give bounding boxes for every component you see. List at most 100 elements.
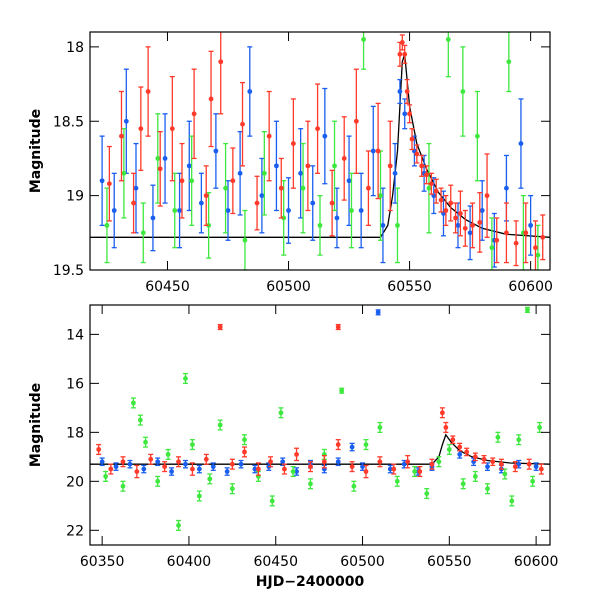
data-point (387, 163, 393, 169)
data-point (404, 89, 410, 94)
top-panel: 60450 60500 60550 60600 18 18.5 19 19.5 Magnitud… (28, 31, 553, 295)
series-0 (96, 323, 544, 479)
data-point (439, 410, 445, 416)
data-point (269, 498, 275, 504)
y-tick-label: 22 (66, 523, 84, 539)
y-tick-label: 18 (66, 40, 84, 56)
data-point (457, 444, 463, 450)
data-point (346, 178, 352, 184)
x-tick-label: 60550 (387, 279, 432, 295)
data-point (370, 148, 376, 154)
series-2 (104, 32, 541, 270)
data-point (137, 417, 143, 423)
data-point (397, 89, 403, 94)
data-point (113, 464, 119, 470)
data-point (366, 185, 371, 191)
plot-frame (89, 304, 551, 546)
data-point (203, 456, 209, 462)
data-point (395, 222, 400, 228)
data-point (155, 156, 161, 161)
data-point (479, 208, 485, 213)
data-point (179, 178, 185, 184)
plot-frame (89, 31, 551, 271)
data-point (230, 178, 236, 184)
data-point (424, 491, 430, 496)
data-point (438, 197, 444, 203)
data-point (353, 118, 359, 124)
data-point (162, 464, 168, 470)
data-point (504, 185, 509, 191)
data-point (380, 222, 386, 228)
data-point (298, 170, 304, 176)
data-point (237, 170, 243, 176)
data-point (217, 422, 223, 428)
data-point (183, 461, 188, 467)
x-axis-label: HJD−2400000 (256, 574, 365, 590)
data-point (448, 200, 454, 206)
y-tick-label: 18.5 (53, 114, 84, 130)
data-point (218, 59, 224, 65)
data-point (240, 121, 245, 127)
data-point (123, 118, 129, 124)
data-point (533, 245, 538, 251)
data-point (494, 237, 500, 243)
data-point (526, 461, 532, 467)
data-point (268, 459, 273, 465)
data-point (133, 185, 139, 191)
data-point (485, 464, 490, 470)
data-point (280, 459, 286, 465)
data-point (290, 141, 296, 146)
data-point (225, 208, 231, 213)
data-point (210, 464, 216, 470)
data-point (498, 461, 504, 467)
data-point (143, 439, 148, 445)
data-point (141, 466, 147, 472)
series-1 (99, 309, 539, 476)
data-point (474, 133, 480, 139)
data-point (349, 208, 354, 213)
data-point (335, 459, 341, 465)
data-point (308, 464, 313, 470)
data-point (191, 111, 197, 117)
data-point (134, 469, 140, 474)
data-point (294, 469, 299, 474)
data-point (504, 230, 509, 236)
data-point (315, 126, 320, 132)
data-point (321, 459, 327, 465)
data-point (138, 126, 144, 132)
data-point (361, 37, 366, 42)
data-point (530, 478, 536, 484)
x-tick-label: 60450 (145, 279, 190, 295)
data-point (261, 170, 267, 176)
data-point (537, 425, 542, 430)
y-axis-label: Magnitude (28, 383, 44, 467)
data-point (282, 466, 287, 472)
data-point (96, 447, 102, 452)
data-point (443, 425, 449, 430)
data-point (402, 111, 408, 117)
data-point (203, 193, 209, 199)
data-point (377, 459, 383, 465)
data-point (308, 481, 313, 487)
y-tick-label: 19 (66, 189, 84, 205)
data-point (176, 459, 181, 465)
data-point (99, 459, 105, 465)
data-point (120, 483, 126, 489)
data-point (349, 444, 355, 450)
data-point (208, 96, 214, 102)
data-point (538, 466, 544, 472)
data-point (106, 181, 112, 187)
data-point (485, 486, 490, 492)
data-point (453, 215, 458, 221)
data-point (397, 51, 403, 57)
data-point (506, 59, 512, 65)
data-point (394, 478, 400, 484)
data-point (172, 208, 178, 213)
y-axis-label: Magnitude (28, 109, 44, 193)
data-point (238, 461, 244, 467)
x-tick-label: 60600 (508, 279, 553, 295)
data-point (399, 40, 405, 45)
data-point (436, 459, 442, 465)
data-point (254, 200, 260, 206)
data-point (525, 307, 530, 313)
